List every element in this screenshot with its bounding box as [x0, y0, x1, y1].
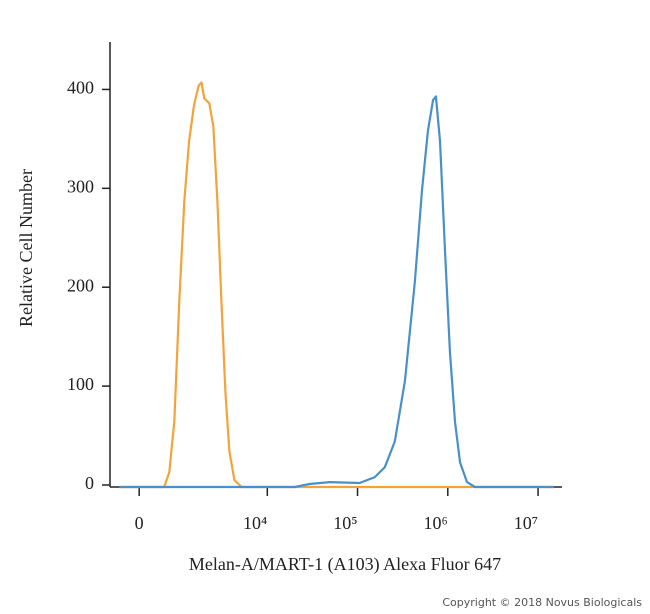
y-tick-label: 0 — [85, 473, 94, 493]
y-tick-label: 100 — [67, 374, 94, 394]
copyright: Copyright © 2018 Novus Biologicals — [442, 596, 642, 609]
y-axis-title: Relative Cell Number — [16, 169, 36, 327]
x-tick-label: 0 — [135, 513, 144, 533]
x-axis-title: Melan-A/MART-1 (A103) Alexa Fluor 647 — [189, 554, 501, 575]
y-tick-label: 400 — [67, 78, 94, 98]
histogram-line — [119, 95, 554, 489]
y-tick-label: 200 — [67, 275, 94, 295]
x-tick-label: 10⁷ — [514, 513, 538, 533]
histogram-line — [119, 81, 554, 489]
x-tick-label: 10⁵ — [333, 513, 357, 533]
x-tick-label: 10⁶ — [424, 513, 448, 533]
x-tick-label: 10⁴ — [243, 513, 267, 533]
y-tick-label: 300 — [67, 176, 94, 196]
